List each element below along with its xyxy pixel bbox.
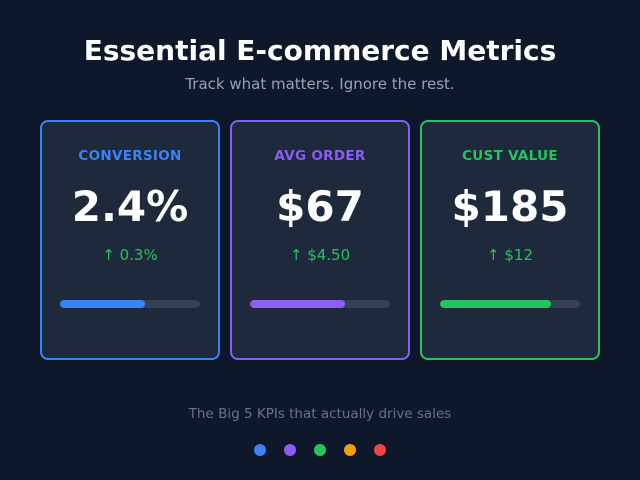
page-dot[interactable] [314, 444, 326, 456]
page-dot[interactable] [344, 444, 356, 456]
page-title: Essential E-commerce Metrics [83, 34, 557, 67]
progress-track [250, 300, 390, 308]
card-label: CONVERSION [78, 148, 182, 164]
page-dot[interactable] [254, 444, 266, 456]
progress-fill [60, 300, 146, 308]
metric-card-cust-value[interactable]: CUST VALUE $185 ↑ $12 [420, 120, 600, 360]
card-change: ↑ $12 [487, 246, 533, 264]
card-value: $185 [451, 182, 569, 231]
progress-fill [440, 300, 551, 308]
card-value: 2.4% [71, 182, 189, 231]
page-dot[interactable] [374, 444, 386, 456]
progress-track [440, 300, 580, 308]
progress-fill [250, 300, 346, 308]
metric-card-avg-order[interactable]: AVG ORDER $67 ↑ $4.50 [230, 120, 410, 360]
card-change: ↑ $4.50 [289, 246, 351, 264]
progress-track [60, 300, 200, 308]
footer-caption: The Big 5 KPIs that actually drive sales [188, 406, 452, 422]
card-label: AVG ORDER [274, 148, 366, 164]
metric-card-conversion[interactable]: CONVERSION 2.4% ↑ 0.3% [40, 120, 220, 360]
page-subtitle: Track what matters. Ignore the rest. [185, 75, 455, 93]
card-label: CUST VALUE [462, 148, 558, 164]
card-value: $67 [276, 182, 364, 231]
page-dot[interactable] [284, 444, 296, 456]
card-change: ↑ 0.3% [102, 246, 158, 264]
pagination-dots [0, 444, 640, 456]
